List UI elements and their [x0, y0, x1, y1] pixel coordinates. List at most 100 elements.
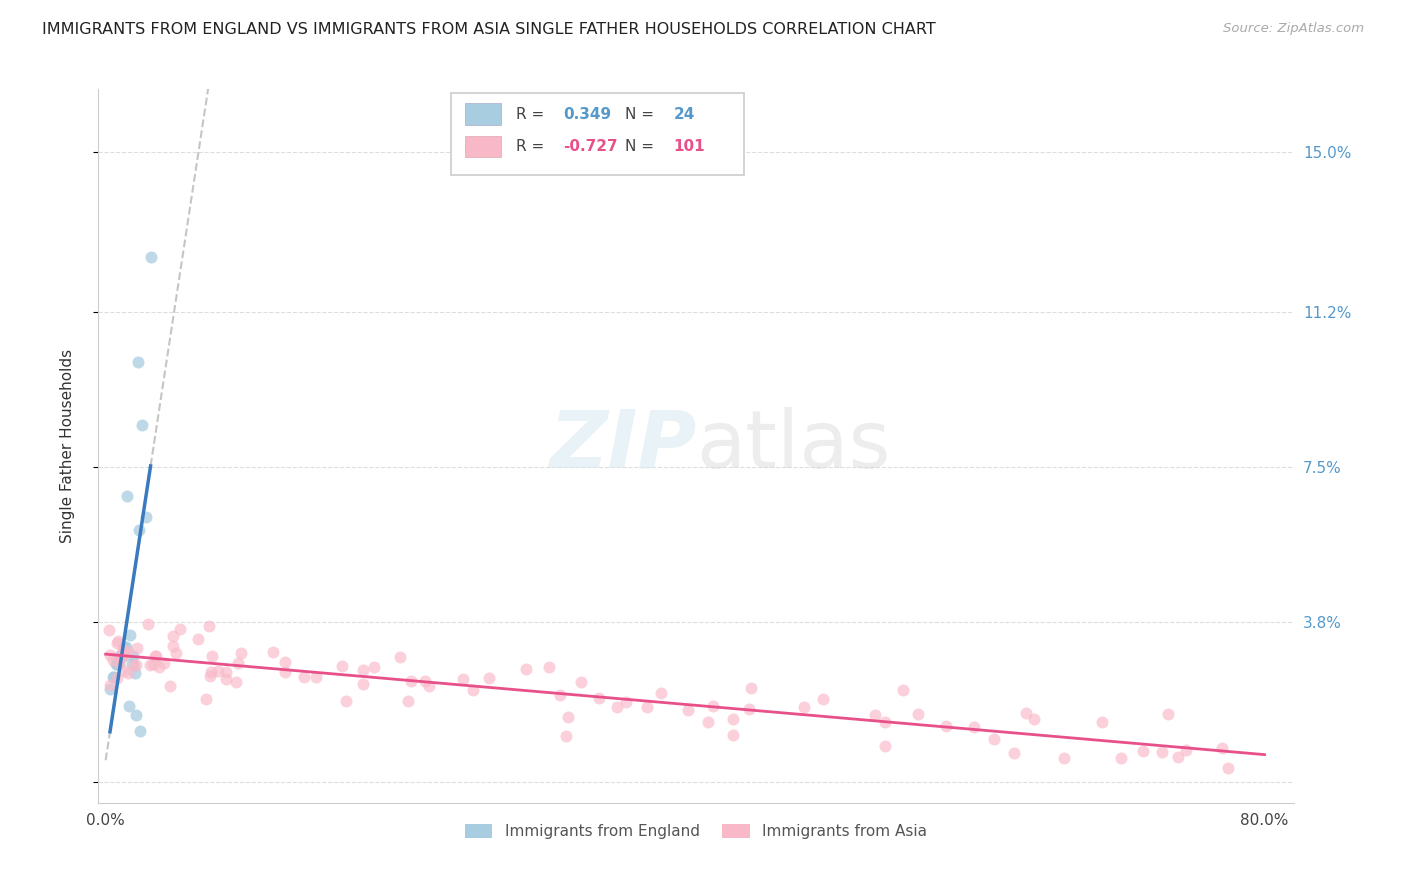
Point: [274, 665, 297, 679]
Point: [194, 692, 217, 706]
Point: [98, 677, 121, 691]
Point: [124, 665, 146, 680]
Point: [330, 659, 353, 673]
Point: [1166, 749, 1188, 764]
Point: [963, 720, 986, 734]
Point: [101, 670, 124, 684]
Text: 24: 24: [673, 107, 695, 121]
Point: [606, 700, 628, 714]
Point: [107, 633, 129, 648]
Point: [131, 417, 153, 432]
Point: [352, 677, 374, 691]
Point: [125, 657, 148, 672]
Point: [118, 699, 141, 714]
Point: [1053, 751, 1076, 765]
Point: [152, 656, 174, 670]
Point: [98, 648, 121, 662]
Point: [399, 674, 422, 689]
Point: [142, 657, 165, 672]
Point: [169, 622, 191, 636]
Point: [1216, 761, 1239, 775]
Point: [187, 632, 209, 646]
Point: [865, 707, 887, 722]
Point: [1132, 744, 1154, 758]
Text: Source: ZipAtlas.com: Source: ZipAtlas.com: [1223, 22, 1364, 36]
Point: [105, 671, 128, 685]
Point: [198, 619, 221, 633]
FancyBboxPatch shape: [465, 103, 501, 125]
Point: [121, 657, 143, 672]
Point: [697, 715, 720, 730]
Point: [200, 669, 222, 683]
Text: N =: N =: [626, 107, 659, 121]
Point: [738, 701, 761, 715]
Point: [614, 695, 637, 709]
Point: [305, 670, 328, 684]
Text: -0.727: -0.727: [564, 139, 619, 153]
Text: 101: 101: [673, 139, 704, 153]
Point: [215, 665, 238, 679]
Point: [907, 706, 929, 721]
Point: [114, 640, 136, 655]
Point: [875, 714, 897, 729]
Point: [127, 355, 149, 369]
Point: [262, 645, 284, 659]
Point: [103, 670, 125, 684]
Point: [112, 648, 135, 663]
Point: [162, 630, 184, 644]
Point: [636, 700, 658, 714]
Point: [1111, 751, 1133, 765]
Point: [793, 700, 815, 714]
Point: [111, 648, 134, 662]
Point: [1175, 743, 1198, 757]
Point: [215, 673, 238, 687]
Point: [1150, 745, 1173, 759]
Point: [388, 650, 411, 665]
Point: [935, 719, 957, 733]
Point: [1091, 714, 1114, 729]
Point: [740, 681, 762, 695]
Point: [207, 665, 229, 679]
Point: [110, 649, 132, 664]
Point: [129, 724, 152, 739]
Point: [548, 688, 571, 702]
Legend: Immigrants from England, Immigrants from Asia: Immigrants from England, Immigrants from…: [458, 818, 934, 845]
Y-axis label: Single Father Households: Single Father Households: [60, 349, 75, 543]
Point: [721, 712, 744, 726]
Point: [335, 694, 357, 708]
Point: [702, 698, 724, 713]
Point: [108, 648, 131, 663]
Point: [108, 656, 131, 670]
Point: [103, 653, 125, 667]
Point: [873, 739, 896, 754]
Point: [125, 707, 148, 722]
Point: [162, 639, 184, 653]
Point: [98, 623, 121, 637]
Point: [165, 646, 187, 660]
Point: [111, 645, 134, 659]
Point: [557, 709, 579, 723]
Point: [98, 682, 121, 697]
Point: [721, 729, 744, 743]
Point: [1015, 706, 1038, 721]
Text: N =: N =: [626, 139, 659, 153]
Text: 0.349: 0.349: [564, 107, 612, 121]
Point: [200, 665, 222, 680]
Point: [117, 645, 139, 659]
Text: atlas: atlas: [696, 407, 890, 485]
Point: [461, 682, 484, 697]
Point: [676, 703, 699, 717]
Text: R =: R =: [516, 139, 548, 153]
Point: [515, 662, 537, 676]
Point: [112, 643, 135, 657]
Point: [117, 489, 139, 503]
Point: [115, 640, 138, 655]
Point: [451, 673, 474, 687]
Point: [891, 683, 914, 698]
Point: [117, 665, 139, 680]
Point: [813, 692, 835, 706]
Point: [418, 680, 440, 694]
Text: ZIP: ZIP: [548, 407, 696, 485]
Point: [139, 250, 162, 264]
Point: [107, 657, 129, 672]
